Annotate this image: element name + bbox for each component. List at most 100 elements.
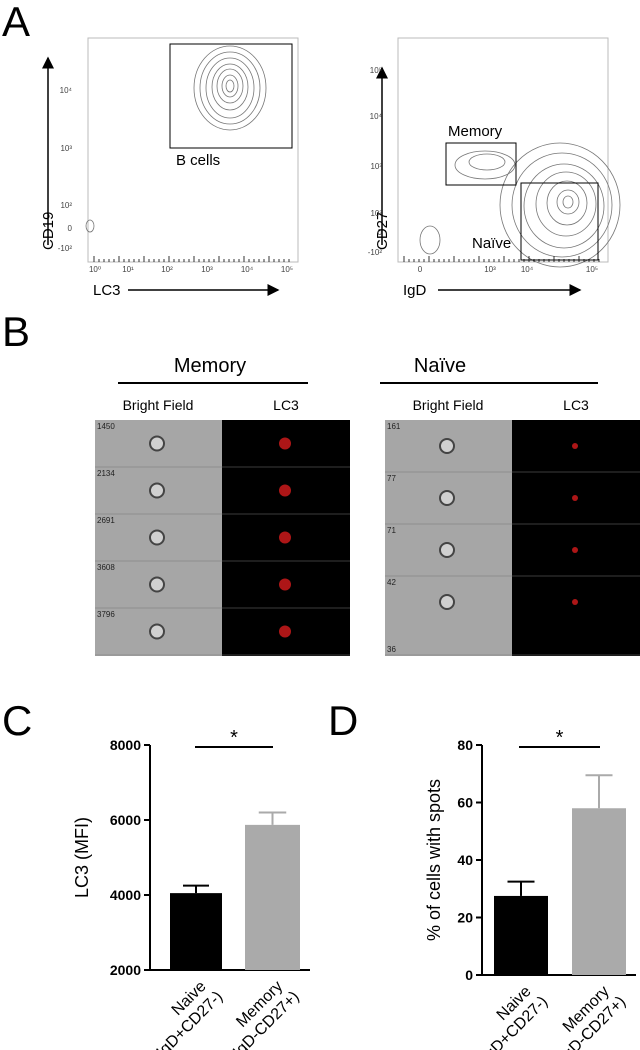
cell xyxy=(149,529,165,546)
bar xyxy=(572,808,626,975)
x-tick-label: Memory (IgD-CD27+) xyxy=(539,980,629,1050)
bar-charts: C LC3 (MFI) 2000 4000 6000 8000 Naive (IgD+CD2… xyxy=(2,697,636,1050)
lc3-signal xyxy=(279,531,291,544)
lc3-signal xyxy=(279,484,291,497)
y-tick-label: 0 xyxy=(378,228,383,237)
cell-id: 3796 xyxy=(97,610,115,619)
y-tick-label: 10² xyxy=(370,209,382,218)
y-axis-label: LC3 (MFI) xyxy=(72,817,92,898)
lc3-signal xyxy=(279,578,291,591)
y-tick-label: 10⁴ xyxy=(60,86,73,95)
y-tick-label: 0 xyxy=(465,967,473,983)
cell-id: 2134 xyxy=(97,469,115,478)
bar xyxy=(170,893,222,970)
cell-id: 161 xyxy=(387,422,401,431)
x-tick-label: 0 xyxy=(418,265,423,274)
panel-label: C xyxy=(2,697,32,744)
y-axis-label: CD19 xyxy=(40,212,57,250)
cell xyxy=(149,576,165,593)
x-tick-label: 10⁰ xyxy=(89,265,101,274)
y-tick-label: 10³ xyxy=(60,144,72,153)
gate-label: Naïve xyxy=(472,235,511,252)
lc3-signal xyxy=(279,437,291,450)
frame xyxy=(397,37,609,263)
y-tick-label: 10⁴ xyxy=(370,112,383,121)
cell xyxy=(439,542,455,558)
cell-id: 36 xyxy=(387,645,396,654)
gate-label: Memory xyxy=(448,123,503,140)
x-axis-label: IgD xyxy=(403,282,427,299)
contours xyxy=(85,45,267,233)
bar xyxy=(494,895,548,975)
lc3-signal xyxy=(572,495,578,501)
flow-plot: Memory Naïve CD27 IgD xyxy=(374,37,621,299)
y-tick-label: 20 xyxy=(457,910,473,926)
y-tick-label: 10³ xyxy=(370,162,382,171)
gate xyxy=(520,182,599,261)
cell xyxy=(149,435,165,452)
y-tick-label: -10² xyxy=(58,244,73,253)
y-tick-label: 80 xyxy=(457,737,473,753)
panel-label: A xyxy=(2,0,30,45)
x-tick-label: 10³ xyxy=(484,265,496,274)
contours xyxy=(419,142,621,268)
y-tick-label: 4000 xyxy=(110,887,141,903)
imaging-panel: Memory Bright Field LC3 1450 2134 2691 3608 379… xyxy=(95,355,640,656)
y-tick-label: 40 xyxy=(457,852,473,868)
y-axis-label: % of cells with spots xyxy=(424,779,444,941)
group-title: Naïve xyxy=(414,355,466,377)
x-tick-label: Naive (IgD+CD27-) xyxy=(136,975,226,1050)
image-bf xyxy=(385,420,512,656)
y-tick-label: 10⁵ xyxy=(370,66,382,75)
x-tick-label: 10² xyxy=(161,265,173,274)
gate xyxy=(445,142,517,186)
cell-id: 77 xyxy=(387,474,396,483)
bar xyxy=(245,824,300,970)
panel-label: B xyxy=(2,308,30,355)
flow-plot: B cells CD19 LC3 xyxy=(40,37,299,299)
y-tick-label: 8000 xyxy=(110,737,141,753)
column-header: LC3 xyxy=(273,397,299,413)
image-lc3 xyxy=(512,420,640,656)
x-tick-label: 10⁴ xyxy=(241,265,254,274)
x-tick-label: 10³ xyxy=(201,265,213,274)
x-tick-label: 10¹ xyxy=(122,265,134,274)
x-tick-label: Memory (IgD-CD27+) xyxy=(213,975,303,1050)
lc3-signal xyxy=(572,599,578,605)
y-tick-label: 0 xyxy=(68,224,73,233)
column-header: Bright Field xyxy=(123,397,194,413)
lc3-signal xyxy=(572,547,578,553)
cell-id: 2691 xyxy=(97,516,115,525)
y-tick-label: 10² xyxy=(60,201,72,210)
y-tick-label: -10² xyxy=(368,248,383,257)
significance-mark: * xyxy=(230,727,238,749)
y-tick-label: 6000 xyxy=(110,812,141,828)
y-tick-label: 2000 xyxy=(110,962,141,978)
y-axis-label: CD27 xyxy=(374,212,391,250)
gate-label: B cells xyxy=(176,152,220,169)
cell xyxy=(149,482,165,499)
gate xyxy=(169,43,293,149)
lc3-signal xyxy=(279,625,291,638)
x-tick-label: 10⁴ xyxy=(521,265,534,274)
x-tick-label: 10⁵ xyxy=(586,265,598,274)
lc3-signal xyxy=(572,443,578,449)
column-header: LC3 xyxy=(563,397,589,413)
significance-mark: * xyxy=(556,727,564,749)
x-tick-label: Naive (IgD+CD27-) xyxy=(461,980,551,1050)
cell xyxy=(439,594,455,610)
cell-id: 3608 xyxy=(97,563,115,572)
cell xyxy=(149,623,165,640)
x-axis-label: LC3 xyxy=(93,282,121,299)
cell-id: 1450 xyxy=(97,422,115,431)
y-tick-label: 60 xyxy=(457,795,473,811)
cell-id: 42 xyxy=(387,578,396,587)
frame xyxy=(87,37,299,263)
column-header: Bright Field xyxy=(413,397,484,413)
cell-id: 71 xyxy=(387,526,396,535)
x-tick-label: 10⁵ xyxy=(281,265,293,274)
cell xyxy=(439,490,455,506)
panel-label: D xyxy=(328,697,358,744)
group-title: Memory xyxy=(174,355,246,377)
